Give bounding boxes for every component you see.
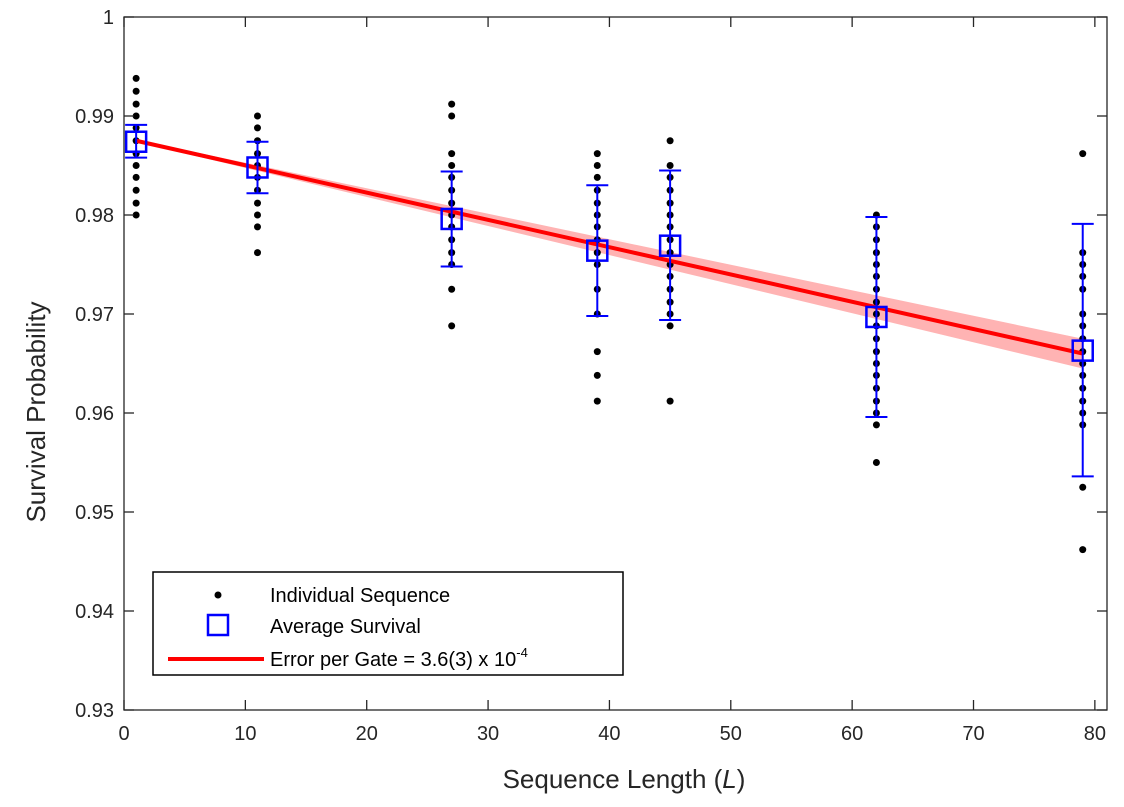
legend-label-individual: Individual Sequence — [270, 585, 450, 607]
axes: 0 10 20 30 40 50 60 70 80 0.93 0.94 0.95 0.96 0.97 0.9… — [75, 7, 1108, 745]
x-tick-label: 60 — [841, 723, 863, 745]
average-survival-marker — [586, 239, 609, 262]
individual-sequence-point — [132, 162, 140, 169]
individual-sequence-point — [593, 371, 601, 379]
individual-sequence-point — [666, 397, 674, 405]
individual-sequence-point — [132, 186, 140, 194]
individual-sequence-point — [872, 421, 880, 429]
x-axis-title: Sequence Length (L) — [503, 764, 746, 794]
individual-sequence-point — [593, 397, 601, 405]
individual-sequence-point — [448, 322, 456, 330]
individual-sequence-point — [872, 459, 880, 466]
legend-label-fit: Error per Gate = 3.6(3) x 10-4 — [270, 645, 528, 671]
y-tick-label: 0.98 — [75, 205, 114, 227]
individual-sequence-point — [132, 112, 140, 120]
individual-sequence-point — [666, 162, 674, 169]
x-tick-label: 70 — [962, 723, 984, 745]
x-tick-label: 0 — [118, 723, 129, 745]
individual-sequence-point — [132, 87, 140, 95]
legend: Individual Sequence Average Survival Err… — [152, 571, 624, 676]
y-tick-label: 0.95 — [75, 502, 114, 524]
individual-sequence-point — [253, 211, 261, 219]
fit-line — [135, 138, 1084, 356]
individual-sequence-point — [253, 124, 261, 132]
y-tick-label: 0.96 — [75, 403, 114, 425]
average-survival-marker — [440, 207, 463, 231]
legend-label-fit-exp: -4 — [516, 645, 528, 660]
average-survival-marker — [865, 305, 888, 329]
individual-sequence-point — [448, 112, 456, 120]
individual-sequence-point — [448, 100, 456, 108]
individual-sequence-point — [448, 285, 456, 293]
x-tick-label: 50 — [720, 723, 742, 745]
individual-sequence-point — [448, 150, 456, 158]
average-survival-marker — [246, 156, 269, 179]
individual-sequence-point — [593, 348, 601, 356]
axes-box — [123, 16, 1108, 711]
average-survival-marker — [124, 130, 148, 153]
individual-sequence-point — [253, 199, 261, 207]
y-tick-label: 0.93 — [75, 700, 114, 722]
x-axis-title-text: Sequence Length ( — [503, 764, 723, 794]
fit-confidence-band — [136, 139, 1083, 369]
x-tick-label: 20 — [356, 723, 378, 745]
y-tick-label: 0.94 — [75, 601, 114, 623]
individual-sequence-point — [132, 100, 140, 108]
individual-sequence-point — [593, 162, 601, 169]
x-tick-label: 80 — [1084, 723, 1106, 745]
legend-label-average: Average Survival — [270, 616, 421, 638]
y-tick-label: 0.97 — [75, 304, 114, 326]
individual-sequence-point — [132, 74, 140, 82]
individual-sequence-point — [253, 249, 261, 257]
y-tick-label: 0.99 — [75, 106, 114, 128]
y-tick-label: 1 — [103, 7, 114, 29]
individual-sequence-point — [253, 223, 261, 231]
individual-sequence-point — [1079, 150, 1087, 158]
individual-sequence-point — [132, 173, 140, 181]
individual-sequence-point — [448, 162, 456, 169]
y-axis-title: Survival Probability — [21, 301, 51, 522]
x-tick-label: 40 — [598, 723, 620, 745]
individual-sequence-point — [593, 173, 601, 181]
individual-sequence-point — [593, 150, 601, 158]
individual-sequence-point — [666, 322, 674, 330]
legend-marker-individual — [214, 591, 222, 599]
individual-sequence-point — [1079, 483, 1087, 491]
legend-marker-average — [206, 613, 230, 637]
individual-sequence-point — [132, 211, 140, 219]
x-tick-label: 30 — [477, 723, 499, 745]
individual-sequence-point — [1079, 546, 1087, 554]
individual-sequence-point — [666, 137, 674, 145]
legend-label-fit-text: Error per Gate = 3.6(3) x 10 — [270, 649, 516, 671]
average-survival-marker — [1071, 339, 1094, 362]
plot-area — [124, 74, 1094, 554]
individual-sequence-point — [253, 112, 261, 120]
x-axis-title-var: L — [722, 764, 736, 794]
x-tick-label: 10 — [234, 723, 256, 745]
individual-sequence-point — [132, 199, 140, 207]
average-survival-marker — [658, 234, 682, 257]
x-axis-title-close: ) — [737, 764, 746, 794]
